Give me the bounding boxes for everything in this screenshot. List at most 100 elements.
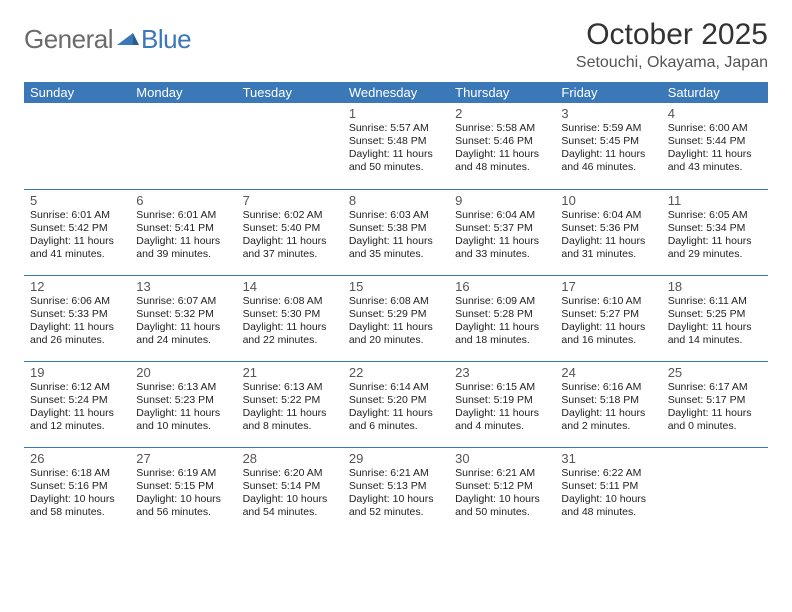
day-number: 19 (30, 365, 124, 380)
calendar-cell: 19Sunrise: 6:12 AMSunset: 5:24 PMDayligh… (24, 361, 130, 447)
day-detail: Sunrise: 6:13 AMSunset: 5:22 PMDaylight:… (243, 381, 337, 434)
calendar-cell: 1Sunrise: 5:57 AMSunset: 5:48 PMDaylight… (343, 103, 449, 189)
day-detail: Sunrise: 6:22 AMSunset: 5:11 PMDaylight:… (561, 467, 655, 520)
day-detail: Sunrise: 6:21 AMSunset: 5:13 PMDaylight:… (349, 467, 443, 520)
day-detail: Sunrise: 6:00 AMSunset: 5:44 PMDaylight:… (668, 122, 762, 175)
calendar-cell: 6Sunrise: 6:01 AMSunset: 5:41 PMDaylight… (130, 189, 236, 275)
calendar-cell: 10Sunrise: 6:04 AMSunset: 5:36 PMDayligh… (555, 189, 661, 275)
day-number: 10 (561, 193, 655, 208)
day-number: 3 (561, 106, 655, 121)
day-header-tuesday: Tuesday (237, 82, 343, 103)
calendar-cell: 15Sunrise: 6:08 AMSunset: 5:29 PMDayligh… (343, 275, 449, 361)
calendar-cell: 21Sunrise: 6:13 AMSunset: 5:22 PMDayligh… (237, 361, 343, 447)
day-number: 8 (349, 193, 443, 208)
day-number: 9 (455, 193, 549, 208)
calendar-cell: 26Sunrise: 6:18 AMSunset: 5:16 PMDayligh… (24, 447, 130, 533)
day-number: 14 (243, 279, 337, 294)
day-detail: Sunrise: 5:58 AMSunset: 5:46 PMDaylight:… (455, 122, 549, 175)
calendar-cell: 12Sunrise: 6:06 AMSunset: 5:33 PMDayligh… (24, 275, 130, 361)
day-number: 7 (243, 193, 337, 208)
day-detail: Sunrise: 6:21 AMSunset: 5:12 PMDaylight:… (455, 467, 549, 520)
day-number: 18 (668, 279, 762, 294)
day-detail: Sunrise: 5:57 AMSunset: 5:48 PMDaylight:… (349, 122, 443, 175)
calendar-cell: 7Sunrise: 6:02 AMSunset: 5:40 PMDaylight… (237, 189, 343, 275)
calendar-cell: 2Sunrise: 5:58 AMSunset: 5:46 PMDaylight… (449, 103, 555, 189)
calendar-week-row: 19Sunrise: 6:12 AMSunset: 5:24 PMDayligh… (24, 361, 768, 447)
day-detail: Sunrise: 6:11 AMSunset: 5:25 PMDaylight:… (668, 295, 762, 348)
day-number: 29 (349, 451, 443, 466)
day-header-saturday: Saturday (662, 82, 768, 103)
calendar-cell (24, 103, 130, 189)
day-number: 5 (30, 193, 124, 208)
day-number: 21 (243, 365, 337, 380)
calendar-cell: 17Sunrise: 6:10 AMSunset: 5:27 PMDayligh… (555, 275, 661, 361)
day-detail: Sunrise: 6:19 AMSunset: 5:15 PMDaylight:… (136, 467, 230, 520)
day-number: 11 (668, 193, 762, 208)
page-title: October 2025 (576, 18, 768, 52)
day-detail: Sunrise: 6:13 AMSunset: 5:23 PMDaylight:… (136, 381, 230, 434)
day-number: 15 (349, 279, 443, 294)
day-detail: Sunrise: 6:08 AMSunset: 5:30 PMDaylight:… (243, 295, 337, 348)
day-number: 12 (30, 279, 124, 294)
calendar-week-row: 12Sunrise: 6:06 AMSunset: 5:33 PMDayligh… (24, 275, 768, 361)
day-detail: Sunrise: 6:01 AMSunset: 5:42 PMDaylight:… (30, 209, 124, 262)
day-detail: Sunrise: 6:03 AMSunset: 5:38 PMDaylight:… (349, 209, 443, 262)
calendar-cell: 24Sunrise: 6:16 AMSunset: 5:18 PMDayligh… (555, 361, 661, 447)
day-header-thursday: Thursday (449, 82, 555, 103)
logo-word-blue: Blue (141, 24, 191, 55)
calendar-cell: 3Sunrise: 5:59 AMSunset: 5:45 PMDaylight… (555, 103, 661, 189)
calendar-cell (662, 447, 768, 533)
calendar-cell: 31Sunrise: 6:22 AMSunset: 5:11 PMDayligh… (555, 447, 661, 533)
title-block: October 2025 Setouchi, Okayama, Japan (576, 18, 768, 72)
calendar-cell: 29Sunrise: 6:21 AMSunset: 5:13 PMDayligh… (343, 447, 449, 533)
day-number: 4 (668, 106, 762, 121)
calendar-table: SundayMondayTuesdayWednesdayThursdayFrid… (24, 82, 768, 533)
calendar-cell: 11Sunrise: 6:05 AMSunset: 5:34 PMDayligh… (662, 189, 768, 275)
day-detail: Sunrise: 6:15 AMSunset: 5:19 PMDaylight:… (455, 381, 549, 434)
day-number: 20 (136, 365, 230, 380)
logo: General Blue (24, 24, 191, 55)
location: Setouchi, Okayama, Japan (576, 54, 768, 72)
day-number: 13 (136, 279, 230, 294)
calendar-cell: 8Sunrise: 6:03 AMSunset: 5:38 PMDaylight… (343, 189, 449, 275)
day-header-wednesday: Wednesday (343, 82, 449, 103)
day-number: 30 (455, 451, 549, 466)
day-detail: Sunrise: 6:05 AMSunset: 5:34 PMDaylight:… (668, 209, 762, 262)
day-number: 24 (561, 365, 655, 380)
day-number: 27 (136, 451, 230, 466)
day-detail: Sunrise: 6:14 AMSunset: 5:20 PMDaylight:… (349, 381, 443, 434)
calendar-cell (130, 103, 236, 189)
day-detail: Sunrise: 6:08 AMSunset: 5:29 PMDaylight:… (349, 295, 443, 348)
day-detail: Sunrise: 6:18 AMSunset: 5:16 PMDaylight:… (30, 467, 124, 520)
calendar-cell: 16Sunrise: 6:09 AMSunset: 5:28 PMDayligh… (449, 275, 555, 361)
day-number: 22 (349, 365, 443, 380)
day-number: 26 (30, 451, 124, 466)
calendar-cell: 18Sunrise: 6:11 AMSunset: 5:25 PMDayligh… (662, 275, 768, 361)
calendar-cell: 25Sunrise: 6:17 AMSunset: 5:17 PMDayligh… (662, 361, 768, 447)
day-detail: Sunrise: 6:06 AMSunset: 5:33 PMDaylight:… (30, 295, 124, 348)
day-detail: Sunrise: 6:04 AMSunset: 5:37 PMDaylight:… (455, 209, 549, 262)
calendar-page: General Blue October 2025 Setouchi, Okay… (0, 0, 792, 612)
day-number: 25 (668, 365, 762, 380)
day-detail: Sunrise: 6:20 AMSunset: 5:14 PMDaylight:… (243, 467, 337, 520)
day-number: 17 (561, 279, 655, 294)
day-detail: Sunrise: 6:12 AMSunset: 5:24 PMDaylight:… (30, 381, 124, 434)
day-number: 2 (455, 106, 549, 121)
calendar-cell: 22Sunrise: 6:14 AMSunset: 5:20 PMDayligh… (343, 361, 449, 447)
calendar-week-row: 5Sunrise: 6:01 AMSunset: 5:42 PMDaylight… (24, 189, 768, 275)
day-number: 28 (243, 451, 337, 466)
calendar-cell: 9Sunrise: 6:04 AMSunset: 5:37 PMDaylight… (449, 189, 555, 275)
day-header-sunday: Sunday (24, 82, 130, 103)
day-detail: Sunrise: 5:59 AMSunset: 5:45 PMDaylight:… (561, 122, 655, 175)
calendar-cell: 27Sunrise: 6:19 AMSunset: 5:15 PMDayligh… (130, 447, 236, 533)
day-header-monday: Monday (130, 82, 236, 103)
calendar-cell: 14Sunrise: 6:08 AMSunset: 5:30 PMDayligh… (237, 275, 343, 361)
calendar-cell (237, 103, 343, 189)
day-number: 16 (455, 279, 549, 294)
day-header-friday: Friday (555, 82, 661, 103)
calendar-cell: 30Sunrise: 6:21 AMSunset: 5:12 PMDayligh… (449, 447, 555, 533)
day-number: 1 (349, 106, 443, 121)
day-number: 23 (455, 365, 549, 380)
day-detail: Sunrise: 6:09 AMSunset: 5:28 PMDaylight:… (455, 295, 549, 348)
day-detail: Sunrise: 6:02 AMSunset: 5:40 PMDaylight:… (243, 209, 337, 262)
